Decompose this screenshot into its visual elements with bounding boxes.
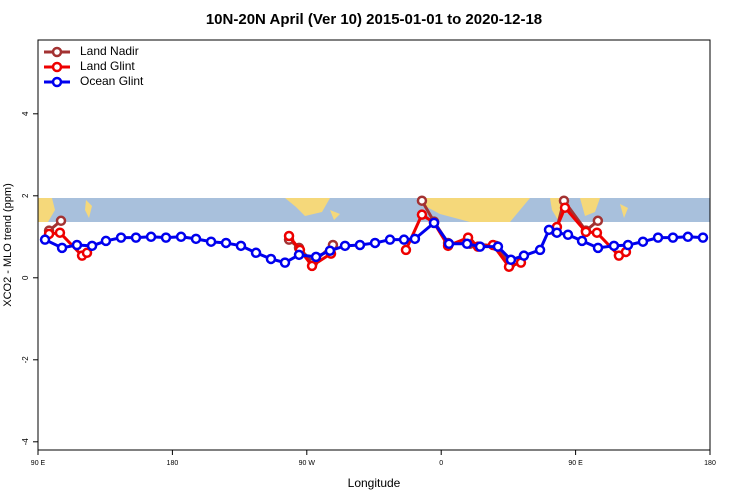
- series-marker: [86, 240, 98, 252]
- series-line: [44, 220, 704, 265]
- series-marker: [115, 232, 127, 243]
- series-marker: [622, 239, 634, 251]
- legend-label: Land Glint: [80, 59, 135, 73]
- series-marker: [220, 237, 232, 249]
- series-marker: [474, 241, 486, 252]
- x-tick-label: 180: [704, 460, 716, 467]
- series-marker: [637, 236, 649, 247]
- series-marker: [250, 247, 262, 259]
- series-marker: [443, 238, 455, 250]
- y-tick-label: 4: [21, 111, 30, 116]
- series-marker: [369, 237, 381, 249]
- y-axis-label: XCO2 - MLO trend (ppm): [2, 183, 14, 306]
- series-marker: [576, 235, 588, 247]
- series-marker: [492, 241, 504, 252]
- series-marker: [100, 235, 112, 247]
- series-marker: [71, 239, 83, 251]
- series-marker: [306, 260, 318, 272]
- legend-item: Land Glint: [44, 59, 135, 73]
- series-marker: [160, 232, 172, 243]
- series-marker: [384, 234, 396, 245]
- x-tick-label: 180: [167, 460, 179, 467]
- x-tick-label: 0: [439, 460, 443, 467]
- series-marker: [562, 229, 574, 240]
- x-tick-label: 90 E: [31, 460, 46, 467]
- series-marker: [39, 234, 51, 245]
- series-marker: [416, 195, 428, 206]
- series-marker: [591, 227, 603, 238]
- series-marker: [190, 233, 202, 245]
- series-line: [287, 235, 332, 268]
- legend-marker: [51, 61, 63, 73]
- series-marker: [580, 226, 592, 238]
- series-marker: [81, 247, 93, 259]
- map-strip: [38, 198, 710, 222]
- series-marker: [409, 233, 421, 245]
- series-marker: [130, 232, 142, 243]
- series-marker: [652, 232, 664, 243]
- series-marker: [534, 244, 546, 256]
- series-marker: [235, 240, 247, 252]
- series-marker: [54, 227, 66, 238]
- series-marker: [697, 232, 709, 243]
- series-marker: [175, 231, 187, 243]
- y-tick-label: -2: [21, 356, 30, 364]
- series-marker: [354, 239, 366, 251]
- series-marker: [310, 251, 322, 263]
- legend-label: Land Nadir: [80, 44, 139, 58]
- x-tick-label: 90 W: [299, 460, 316, 467]
- series-marker: [416, 209, 428, 220]
- series-marker: [428, 217, 440, 229]
- series-marker: [608, 240, 620, 252]
- chart-title: 10N-20N April (Ver 10) 2015-01-01 to 202…: [206, 11, 542, 28]
- series-marker: [56, 242, 68, 254]
- series-marker: [283, 230, 295, 242]
- series-marker: [339, 240, 351, 252]
- series-marker: [205, 236, 217, 247]
- y-tick-label: 2: [21, 193, 30, 198]
- series-marker: [592, 215, 604, 227]
- series-marker: [551, 227, 563, 238]
- series-marker: [592, 242, 604, 254]
- series-marker: [324, 245, 336, 256]
- legend-marker: [51, 76, 63, 88]
- legend-item: Ocean Glint: [44, 74, 144, 88]
- series-marker: [265, 253, 277, 265]
- plot-frame: [37, 39, 711, 451]
- x-axis-label: Longitude: [348, 476, 401, 490]
- legend-marker: [51, 46, 63, 58]
- series-marker: [682, 231, 694, 243]
- y-tick-label: -4: [21, 438, 30, 446]
- legend-item: Land Nadir: [44, 44, 139, 58]
- series-marker: [279, 257, 291, 268]
- legend-label: Ocean Glint: [80, 74, 144, 88]
- series-marker: [559, 202, 571, 213]
- series-marker: [293, 249, 305, 261]
- series-marker: [145, 231, 157, 243]
- series-marker: [398, 234, 410, 245]
- series-marker: [667, 232, 679, 243]
- series-marker: [400, 244, 412, 256]
- x-tick-label: 90 E: [568, 460, 583, 467]
- series-marker: [461, 238, 473, 250]
- series-marker: [518, 250, 530, 261]
- y-tick-label: 0: [21, 275, 30, 280]
- series-marker: [505, 254, 517, 266]
- series-marker: [55, 215, 67, 227]
